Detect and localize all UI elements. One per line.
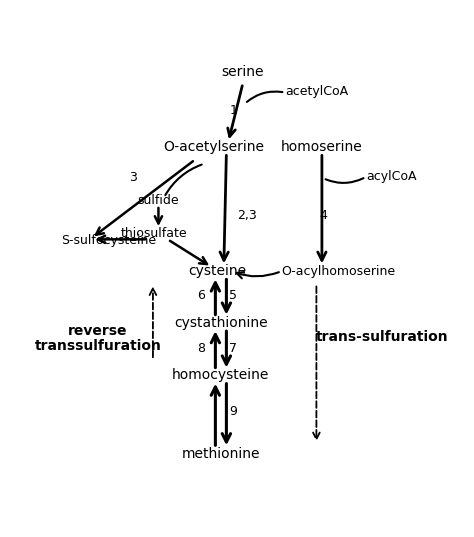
Text: 7: 7 (229, 343, 237, 355)
Text: 2,3: 2,3 (237, 209, 257, 222)
Text: 3: 3 (129, 171, 137, 184)
Text: methionine: methionine (182, 447, 260, 461)
Text: O-acylhomoserine: O-acylhomoserine (282, 265, 396, 278)
Text: reverse: reverse (68, 324, 128, 338)
Text: cysteine: cysteine (188, 264, 246, 278)
Text: thiosulfate: thiosulfate (121, 228, 187, 241)
Text: 5: 5 (229, 289, 237, 302)
Text: serine: serine (222, 65, 264, 79)
Text: homoserine: homoserine (281, 140, 363, 154)
Text: 9: 9 (229, 405, 237, 418)
Text: 4: 4 (320, 209, 328, 222)
Text: transsulfuration: transsulfuration (35, 339, 161, 353)
Text: O-acetylserine: O-acetylserine (163, 140, 264, 154)
Text: 1: 1 (230, 104, 237, 117)
Text: 8: 8 (198, 343, 205, 355)
Text: homocysteine: homocysteine (172, 368, 270, 382)
Text: S-sulfocysteine: S-sulfocysteine (61, 234, 156, 246)
Text: trans-sulfuration: trans-sulfuration (316, 330, 449, 344)
Text: acylCoA: acylCoA (366, 170, 417, 183)
Text: acetylCoA: acetylCoA (285, 85, 348, 98)
Text: cystathionine: cystathionine (174, 316, 268, 330)
Text: 6: 6 (198, 289, 205, 302)
Text: sulfide: sulfide (137, 193, 179, 207)
